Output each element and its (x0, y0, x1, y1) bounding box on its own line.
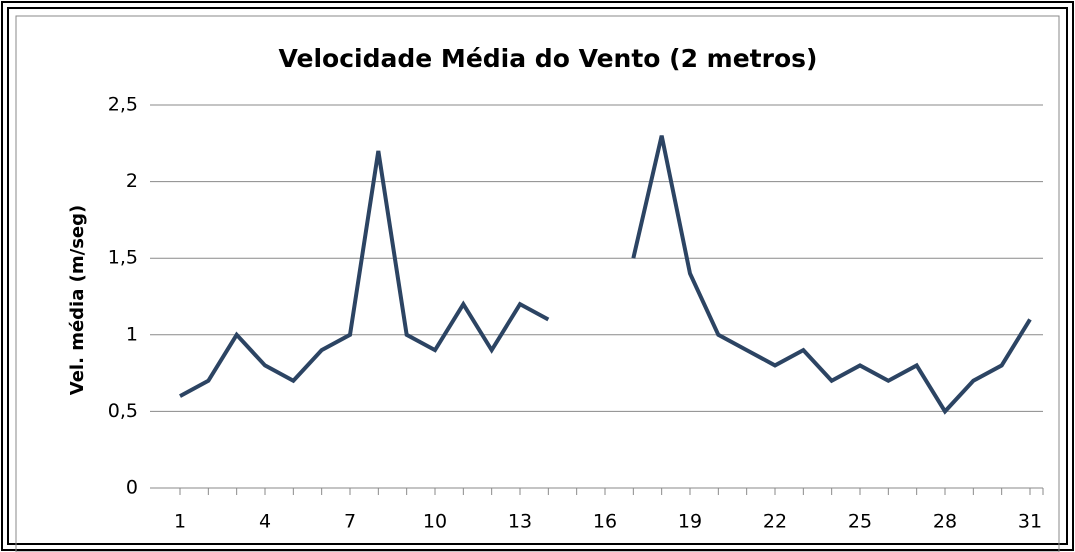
x-tick-label: 31 (1018, 511, 1042, 533)
y-tick-label: 0 (126, 477, 138, 499)
x-tick-label: 1 (174, 511, 186, 533)
x-tick-label: 4 (259, 511, 271, 533)
x-tick-label: 10 (423, 511, 447, 533)
y-tick-label: 1,5 (108, 247, 138, 269)
y-tick-label: 0,5 (108, 400, 138, 422)
x-tick-label: 25 (848, 511, 872, 533)
chart-title: Velocidade Média do Vento (2 metros) (279, 44, 818, 73)
x-tick-label: 13 (508, 511, 532, 533)
y-tick-label: 2,5 (108, 94, 138, 116)
x-tick-label: 19 (678, 511, 702, 533)
chart-area (15, 15, 1060, 552)
x-tick-label: 7 (344, 511, 356, 533)
y-tick-label: 1 (126, 323, 138, 345)
y-tick-label: 2 (126, 170, 138, 192)
data-line (179, 135, 1032, 415)
x-tick-label: 28 (933, 511, 957, 533)
inner-border (7, 7, 1068, 545)
y-axis-label: Vel. média (m/seg) (67, 205, 88, 395)
x-tick-label: 16 (593, 511, 617, 533)
x-tick-label: 22 (763, 511, 787, 533)
